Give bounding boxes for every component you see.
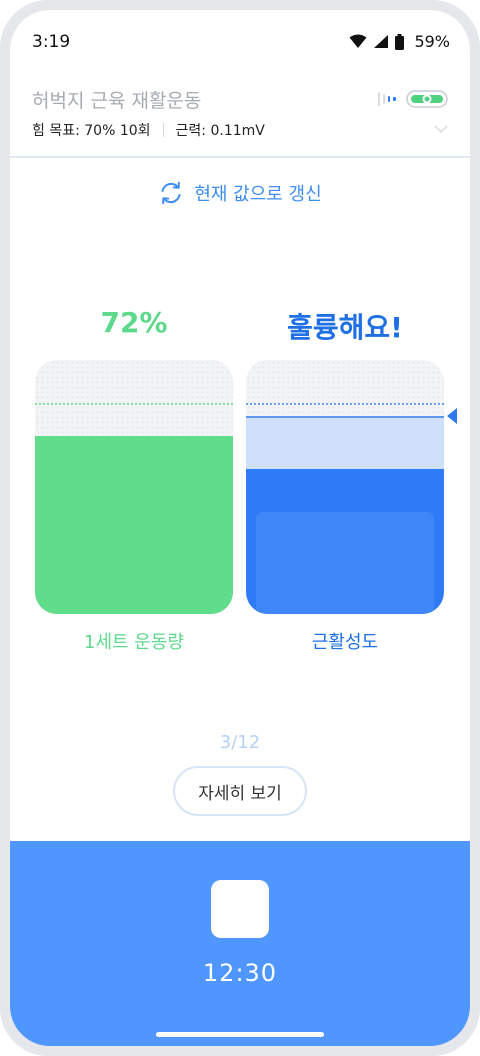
exercise-header: 허벅지 근육 재활운동 힘 목표: 70% 10회 근력:: [10, 80, 470, 158]
sensor-device-icon: [406, 90, 448, 108]
refresh-button[interactable]: 현재 값으로 갱신: [10, 180, 470, 206]
target-line: [246, 403, 444, 406]
exercise-amount-label: 1세트 운동량: [84, 632, 184, 653]
header-divider: [10, 156, 470, 158]
battery-percent: 59%: [414, 32, 450, 51]
status-bar: 3:19 59%: [10, 10, 470, 70]
status-time: 3:19: [32, 32, 71, 52]
muscle-activity-label: 근활성도: [311, 632, 379, 653]
chevron-down-icon[interactable]: [434, 124, 448, 134]
muscle-activity-fill: [246, 469, 444, 614]
signal-icon: [374, 35, 389, 48]
sensor-signal-icon: [378, 92, 396, 106]
refresh-label: 현재 값으로 갱신: [194, 184, 322, 205]
wifi-icon: [349, 34, 367, 48]
status-icons: 59%: [349, 32, 450, 51]
device-status[interactable]: [378, 90, 448, 108]
view-details-button[interactable]: 자세히 보기: [173, 766, 307, 816]
control-panel: 12:30: [10, 841, 470, 1046]
rep-counter: 3/12: [219, 732, 261, 753]
goal-row: 힘 목표: 70% 10회 근력: 0.11mV: [32, 120, 265, 140]
exercise-amount-gauge: [35, 360, 233, 614]
battery-icon: [395, 33, 405, 50]
exercise-percent: 72%: [100, 306, 168, 339]
elapsed-timer: 12:30: [202, 959, 278, 987]
goal-divider: [162, 123, 164, 137]
exercise-title: 허벅지 근육 재활운동: [32, 90, 202, 112]
home-indicator[interactable]: [156, 1032, 324, 1037]
target-line: [35, 403, 233, 406]
feedback-message: 훌륭해요!: [287, 311, 403, 344]
app-screen: 3:19 59% 허벅지 근육 재활운동: [10, 10, 470, 1046]
activity-inner-band: [256, 512, 434, 614]
current-level-line: [246, 415, 444, 418]
muscle-activity-gauge: [246, 360, 444, 614]
strength-goal: 힘 목표: 70% 10회: [32, 123, 151, 139]
stop-button[interactable]: [211, 880, 269, 938]
refresh-icon: [161, 181, 181, 205]
activity-range-band: [246, 415, 444, 470]
current-strength: 근력: 0.11mV: [175, 123, 265, 139]
exercise-amount-fill: [35, 436, 233, 614]
level-pointer-icon: [447, 407, 457, 424]
